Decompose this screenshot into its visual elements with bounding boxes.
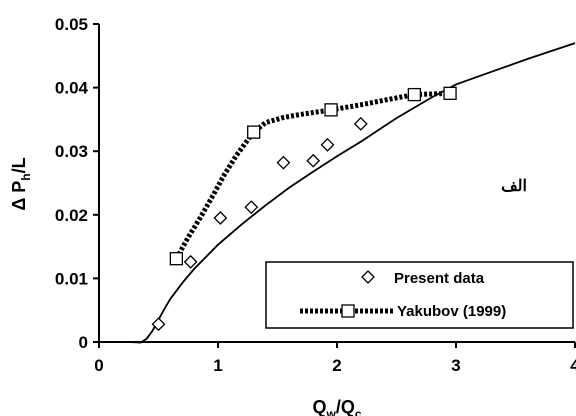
data-point-present — [183, 254, 198, 269]
y-tick-label: 0 — [79, 333, 88, 352]
markers-layer — [151, 86, 457, 332]
legend-square-icon — [341, 304, 355, 318]
data-point-yakubov — [443, 86, 457, 100]
x-axis-title-main: Q — [312, 397, 326, 416]
x-tick-label: 1 — [213, 356, 222, 375]
data-point-yakubov — [247, 125, 261, 139]
series-curve-yakubov — [174, 90, 451, 260]
data-point-present — [320, 137, 335, 152]
data-point-present — [244, 200, 259, 215]
x-tick-label: 0 — [94, 356, 103, 375]
annotation-label: الف — [501, 178, 527, 195]
data-point-present — [213, 211, 228, 225]
x-axis-title: Qw/Qc — [312, 397, 361, 416]
y-axis-title-tail: /L — [9, 157, 29, 173]
y-axis-title-main: Δ P — [9, 181, 29, 211]
legend-label-present-data: Present data — [394, 270, 485, 287]
data-point-present — [353, 116, 368, 131]
y-tick-label: 0.05 — [55, 15, 88, 34]
x-tick-label: 4 — [570, 356, 576, 375]
x-axis-title-mid: /Q — [336, 397, 355, 416]
data-point-yakubov — [324, 103, 338, 117]
x-tick-label: 3 — [451, 356, 460, 375]
x-axis-title-sub1: w — [325, 407, 336, 416]
x-tick-label: 2 — [332, 356, 341, 375]
x-axis-title-sub2: c — [355, 407, 362, 416]
data-point-present — [276, 155, 291, 170]
data-point-present — [306, 153, 321, 168]
data-point-yakubov — [169, 252, 184, 266]
y-tick-label: 0.01 — [55, 269, 88, 288]
y-axis-title-sub: h — [19, 173, 33, 180]
legend-diamond-icon — [361, 270, 375, 284]
data-point-yakubov — [407, 87, 422, 102]
legend: Present data Yakubov (1999) — [265, 261, 574, 329]
legend-label-yakubov: Yakubov (1999) — [397, 303, 506, 320]
y-tick-label: 0.03 — [55, 142, 88, 161]
data-point-present — [151, 317, 166, 332]
ticks-layer: 0 0.01 0.02 0.03 0.04 0.05 0 1 2 3 4 — [55, 15, 576, 375]
legend-box — [265, 261, 574, 329]
y-axis-title: Δ Ph/L — [9, 157, 33, 210]
y-tick-label: 0.04 — [55, 79, 89, 98]
y-tick-label: 0.02 — [55, 206, 88, 225]
